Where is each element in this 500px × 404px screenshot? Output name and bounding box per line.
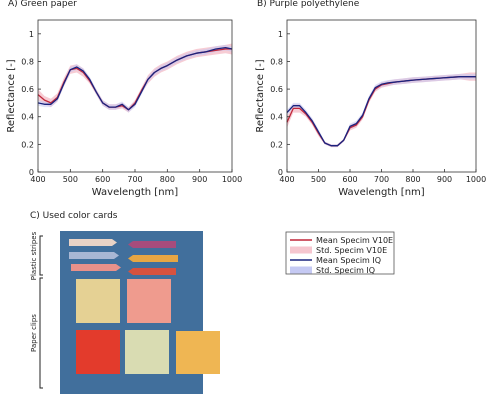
legend-swatch-band xyxy=(290,246,312,254)
chart-b-x-tick-label: 600 xyxy=(342,175,357,184)
chart-a-std-band-0 xyxy=(38,43,232,113)
plastic-stripe xyxy=(128,241,176,248)
chart-a-x-tick-label: 900 xyxy=(192,175,207,184)
chart-a-x-tick-label: 400 xyxy=(30,175,45,184)
chart-a: A) Green paper 400 500 600 700 800 900 1000 0 0.2… xyxy=(6,0,242,198)
chart-b-y-axis-label: Reflectance [-] xyxy=(255,59,266,132)
paper-clips xyxy=(76,279,220,374)
chart-a-x-axis-label: Wavelength [nm] xyxy=(92,187,178,198)
clips-label: Paper clips xyxy=(30,314,38,352)
chart-a-std-band-1 xyxy=(38,44,232,113)
plastic-stripes xyxy=(69,239,178,275)
chart-b-series-line-1 xyxy=(286,76,476,147)
chart-b-title: B) Purple polyethylene xyxy=(257,0,360,9)
chart-a-x-tick-label: 500 xyxy=(63,175,78,184)
chart-b-x-tick-label: 700 xyxy=(374,175,389,184)
chart-b-axes-frame xyxy=(286,19,477,173)
chart-a-y-tick-label: 0 xyxy=(29,168,34,177)
chart-a-y-axis-label: Reflectance [-] xyxy=(6,59,17,132)
cards-photo xyxy=(60,231,220,394)
chart-a-y-tick-label: 0.4 xyxy=(21,113,34,122)
chart-b-y-tick-label: 0.6 xyxy=(270,85,283,94)
chart-a-x-tick-label: 800 xyxy=(160,175,175,184)
chart-b-x-tick-label: 800 xyxy=(405,175,420,184)
chart-a-series-line-1 xyxy=(37,46,233,111)
plastic-stripe xyxy=(69,252,119,259)
legend-label: Std. Specim V10E xyxy=(316,246,387,255)
paper-clip-card xyxy=(125,330,169,374)
plastic-stripe xyxy=(71,264,121,271)
paper-clip-card xyxy=(76,279,120,323)
clips-bracket: Paper clips xyxy=(30,277,43,389)
legend-label: Std. Specim IQ xyxy=(316,266,375,275)
legend-swatch-band xyxy=(290,266,312,274)
chart-b: B) Purple polyethylene 400 500 600 700 800 900… xyxy=(255,0,486,198)
stripes-bracket: Plastic stripes xyxy=(30,231,43,280)
cards-panel-title: C) Used color cards xyxy=(30,211,118,221)
chart-a-title: A) Green paper xyxy=(8,0,77,9)
chart-b-y-tick-label: 1 xyxy=(278,30,283,39)
chart-a-x-tick-label: 700 xyxy=(127,175,142,184)
chart-a-axes-frame xyxy=(37,19,233,173)
chart-b-x-tick-label: 900 xyxy=(437,175,452,184)
chart-a-x-tick-label: 600 xyxy=(95,175,110,184)
legend-label: Mean Specim V10E xyxy=(316,236,393,245)
legend-label: Mean Specim IQ xyxy=(316,256,381,265)
paper-clip-card xyxy=(176,331,220,374)
plastic-stripe xyxy=(69,239,117,246)
chart-a-y-tick-label: 0.2 xyxy=(21,140,34,149)
chart-b-x-tick-label: 1000 xyxy=(466,175,486,184)
paper-clip-card xyxy=(76,330,120,374)
chart-b-y-tick-label: 0.2 xyxy=(270,140,283,149)
chart-a-y-tick-label: 0.6 xyxy=(21,85,34,94)
chart-b-y-tick-label: 0 xyxy=(278,168,283,177)
chart-a-y-tick-label: 0.8 xyxy=(21,57,34,66)
stripes-label: Plastic stripes xyxy=(30,231,38,280)
chart-a-y-tick-label: 1 xyxy=(29,30,34,39)
plastic-stripe xyxy=(128,268,176,275)
chart-b-x-tick-label: 400 xyxy=(279,175,294,184)
chart-b-x-axis-label: Wavelength [nm] xyxy=(338,187,424,198)
plastic-stripe xyxy=(128,255,178,262)
chart-a-x-tick-label: 1000 xyxy=(222,175,242,184)
chart-b-std-band-0 xyxy=(287,72,476,148)
chart-b-y-tick-label: 0.8 xyxy=(270,57,283,66)
chart-b-y-tick-label: 0.4 xyxy=(270,113,283,122)
paper-clip-card xyxy=(127,279,171,323)
chart-b-x-tick-label: 500 xyxy=(311,175,326,184)
